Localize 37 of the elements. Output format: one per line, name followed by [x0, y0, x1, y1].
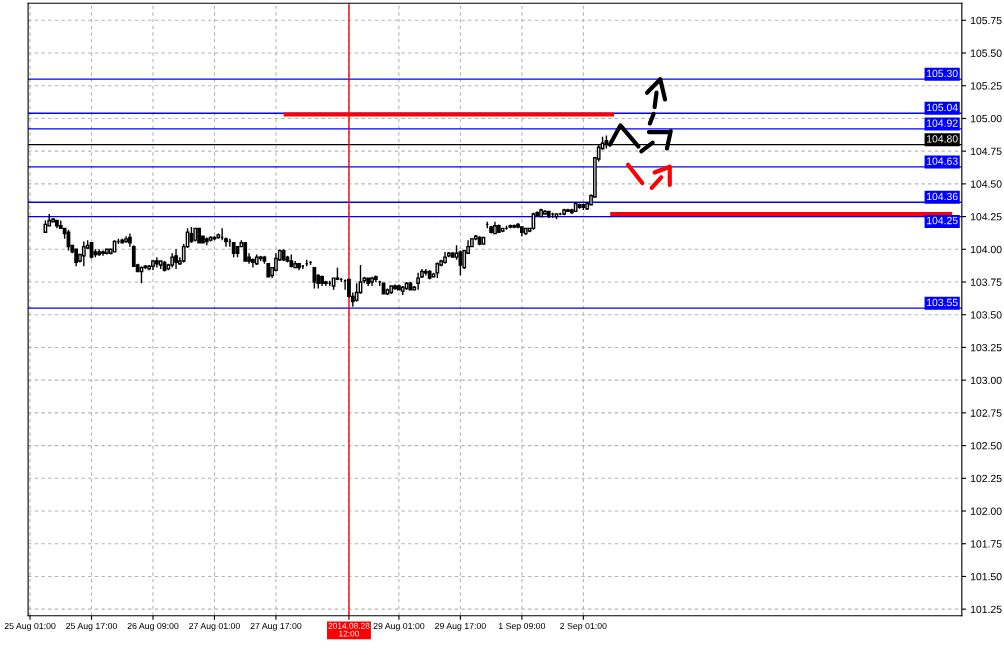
- y-tick-label: 101.75: [970, 540, 1002, 548]
- x-tick-label: 27 Aug 01:00: [189, 622, 240, 631]
- x-tick-label: 2 Sep 01:00: [560, 622, 607, 631]
- y-tick-label: 102.75: [970, 409, 1002, 417]
- y-tick-label: 101.50: [970, 572, 1002, 581]
- x-tick-label: 26 Aug 09:00: [127, 622, 179, 631]
- x-tick-label: 1 Sep 09:00: [498, 622, 546, 631]
- y-tick-label: 102.25: [970, 474, 1002, 483]
- x-tick-label: 27 Aug 17:00: [250, 622, 302, 631]
- ref-line-label: 105.30: [927, 69, 958, 78]
- ref-line-label: 104.92: [927, 119, 958, 127]
- y-tick-label: 104.25: [970, 213, 1002, 221]
- y-tick-label: 105.50: [970, 49, 1002, 57]
- ref-line-label: 103.55: [927, 298, 958, 307]
- ref-line-label: 104.63: [927, 157, 958, 165]
- ref-line-label: 104.36: [927, 192, 958, 201]
- ref-line-label: 104.80: [927, 135, 958, 143]
- y-tick-label: 105.25: [970, 82, 1002, 90]
- y-tick-label: 103.25: [970, 343, 1002, 352]
- x-tick-label: 25 Aug 01:00: [4, 622, 56, 631]
- y-tick-label: 105.75: [970, 16, 1002, 25]
- y-tick-label: 104.75: [970, 147, 1002, 156]
- ref-line-label: 104.25: [927, 216, 958, 225]
- y-tick-label: 103.75: [970, 278, 1002, 286]
- y-tick-label: 101.25: [970, 605, 1002, 614]
- y-tick-label: 103.50: [970, 311, 1002, 319]
- y-tick-label: 102.50: [970, 442, 1002, 450]
- y-tick-label: 105.00: [970, 114, 1002, 123]
- y-tick-label: 103.00: [970, 376, 1002, 385]
- x-tick-label: 25 Aug 17:00: [66, 622, 117, 631]
- y-tick-label: 102.00: [970, 507, 1002, 515]
- x-tick-label: 2014.08.28 12:00: [328, 622, 370, 637]
- y-tick-label: 104.00: [970, 245, 1002, 254]
- x-tick-label: 29 Aug 01:00: [373, 622, 425, 631]
- x-tick-label: 29 Aug 17:00: [435, 622, 486, 631]
- y-tick-label: 104.50: [970, 180, 1002, 188]
- ref-line-label: 105.04: [927, 103, 958, 112]
